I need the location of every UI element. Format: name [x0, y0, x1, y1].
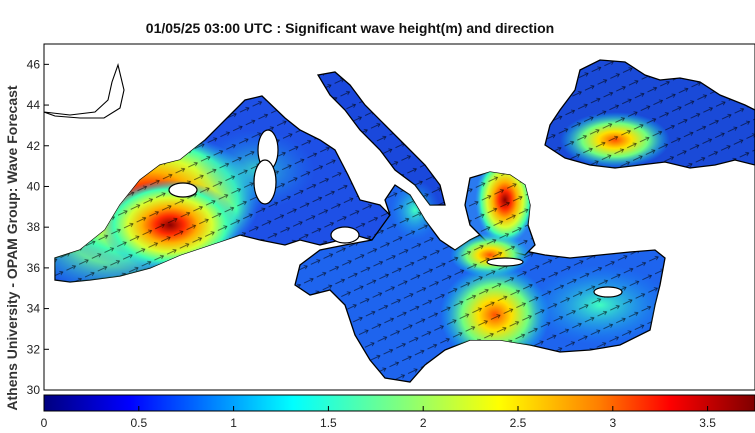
balearic-island	[168, 182, 198, 198]
colorbar-tick-label: 0	[41, 416, 48, 430]
latitude-tick-label: 42	[27, 139, 41, 153]
colorbar-tick-label: 0.5	[130, 416, 147, 430]
latitude-axis: 30 32 34 36 38 40 42 44 46	[27, 57, 49, 397]
colorbar	[43, 394, 755, 412]
colorbar-tick-label: 2	[420, 416, 427, 430]
latitude-tick-label: 38	[27, 220, 41, 234]
cyprus-island	[593, 286, 623, 298]
colorbar-tick-label: 2.5	[510, 416, 527, 430]
colorbar-tick-label: 1.5	[320, 416, 337, 430]
colorbar-tick-label: 1	[230, 416, 237, 430]
latitude-tick-label: 32	[27, 342, 41, 356]
atlantic-coastline	[44, 63, 125, 119]
sicily-island	[330, 226, 360, 244]
latitude-tick-label: 46	[27, 57, 41, 71]
colorbar-tick-label: 3	[609, 416, 616, 430]
chart-title: 01/05/25 03:00 UTC : Significant wave he…	[145, 20, 555, 36]
colorbar-tick-label: 3.5	[699, 416, 716, 430]
colorbar-ticks: 0 0.5 1 1.5 2 2.5 3 3.5	[41, 406, 716, 430]
crete-island	[486, 257, 524, 267]
sardinia-island	[253, 159, 277, 205]
latitude-tick-label: 34	[27, 302, 41, 316]
map-area	[44, 59, 755, 383]
latitude-tick-label: 30	[27, 383, 41, 397]
latitude-tick-label: 44	[27, 98, 41, 112]
latitude-tick-label: 40	[27, 179, 41, 193]
latitude-tick-label: 36	[27, 261, 41, 275]
